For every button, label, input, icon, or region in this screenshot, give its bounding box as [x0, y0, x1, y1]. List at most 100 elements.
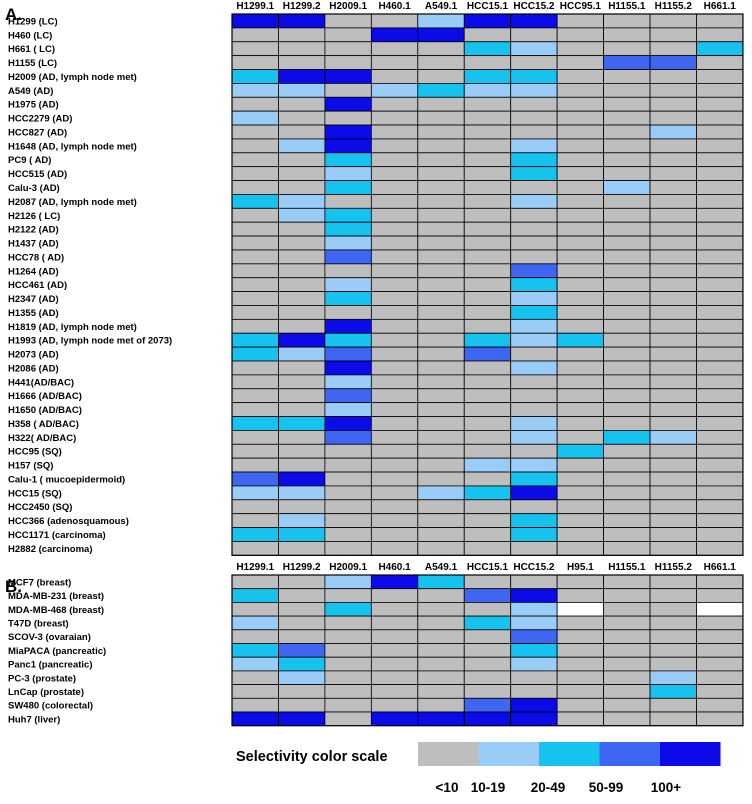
heatmap-cell: [463, 249, 512, 265]
heatmap-cell: [231, 235, 279, 251]
heatmap-cell: [278, 388, 326, 404]
heatmap-cell: [370, 221, 419, 237]
heatmap-cell: [510, 360, 558, 376]
heatmap-cell: [278, 13, 326, 29]
heatmap-cell: [649, 684, 697, 699]
heatmap-cell: [231, 499, 279, 515]
heatmap-cell: [231, 152, 279, 168]
column-header: H1299.2: [283, 1, 321, 12]
heatmap-cell: [324, 291, 372, 306]
heatmap-cell: [324, 697, 372, 713]
row-label: SW480 (colorectal): [8, 701, 93, 712]
heatmap-cell: [696, 711, 744, 727]
heatmap-cell: [417, 221, 465, 237]
heatmap-cell: [603, 388, 651, 404]
heatmap-cell: [510, 166, 558, 181]
heatmap-cell: [278, 235, 326, 251]
heatmap-cell: [510, 402, 558, 417]
heatmap-cell: [556, 166, 605, 181]
heatmap-cell: [510, 332, 558, 348]
heatmap-cell: [649, 643, 697, 658]
heatmap-cell: [696, 416, 744, 431]
legend-swatch: [418, 742, 479, 766]
panel-label: B.: [5, 577, 22, 596]
heatmap-cell: [417, 402, 465, 417]
heatmap-cell: [417, 443, 465, 459]
heatmap-cell: [556, 684, 605, 699]
heatmap-cell: [370, 138, 419, 154]
heatmap-cell: [278, 152, 326, 168]
column-header: H1155.2: [655, 1, 693, 12]
row-label: H1975 (AD): [8, 100, 59, 111]
heatmap-cell: [463, 485, 512, 501]
heatmap-cell: [510, 110, 558, 126]
heatmap-cell: [603, 13, 651, 29]
heatmap-cell: [370, 180, 419, 195]
heatmap-cell: [278, 346, 326, 362]
heatmap-cell: [463, 166, 512, 181]
row-label: H661 ( LC): [8, 44, 55, 55]
heatmap-cell: [463, 643, 512, 658]
heatmap-cell: [556, 194, 605, 209]
heatmap-cell: [417, 527, 465, 542]
heatmap-cell: [556, 485, 605, 501]
heatmap-cell: [231, 670, 279, 686]
heatmap-cell: [370, 207, 419, 223]
heatmap-cell: [556, 291, 605, 306]
heatmap-cell: [649, 697, 697, 713]
heatmap-cell: [463, 235, 512, 251]
heatmap-cell: [370, 457, 419, 473]
heatmap-cell: [510, 471, 558, 487]
heatmap-cell: [649, 318, 697, 334]
heatmap-cell: [603, 527, 651, 542]
heatmap-cell: [324, 263, 372, 279]
heatmap-cell: [231, 711, 279, 727]
row-label: H2087 (AD, lymph node met): [8, 197, 137, 208]
row-label: HCC78 ( AD): [8, 252, 64, 263]
row-label: H1264 (AD): [8, 266, 59, 277]
heatmap-cell: [231, 138, 279, 154]
heatmap-cell: [324, 443, 372, 459]
heatmap-cell: [417, 697, 465, 713]
heatmap-cell: [463, 374, 512, 390]
heatmap-cell: [231, 541, 279, 556]
row-label: H2882 (carcinoma): [8, 544, 92, 555]
heatmap-cell: [324, 541, 372, 556]
heatmap-cell: [278, 615, 326, 631]
heatmap-cell: [649, 541, 697, 556]
heatmap-cell: [463, 291, 512, 306]
heatmap-cell: [556, 656, 605, 672]
heatmap-cell: [324, 41, 372, 57]
heatmap-cell: [556, 249, 605, 265]
heatmap-cell: [370, 318, 419, 334]
heatmap-cell: [417, 235, 465, 251]
row-label: HCC95 (SQ): [8, 447, 62, 458]
legend-label: 20-49: [531, 780, 566, 795]
heatmap-cell: [510, 615, 558, 631]
heatmap-cell: [417, 457, 465, 473]
heatmap-cell: [510, 13, 558, 29]
heatmap-cell: [649, 374, 697, 390]
heatmap-cell: [603, 55, 651, 70]
heatmap-cell: [510, 656, 558, 672]
legend-label: 100+: [651, 780, 682, 795]
heatmap-cell: [556, 416, 605, 431]
heatmap-cell: [417, 471, 465, 487]
heatmap-cell: [231, 574, 279, 590]
heatmap-cell: [370, 249, 419, 265]
heatmap-cell: [324, 402, 372, 417]
heatmap-cell: [278, 305, 326, 320]
heatmap-cell: [649, 194, 697, 209]
heatmap-cell: [417, 388, 465, 404]
heatmap-cell: [231, 180, 279, 195]
heatmap-cell: [231, 263, 279, 279]
heatmap-cell: [696, 138, 744, 154]
heatmap-cell: [603, 138, 651, 154]
heatmap-cell: [463, 388, 512, 404]
heatmap-cell: [417, 643, 465, 658]
row-label: H460 (LC): [8, 30, 52, 41]
heatmap-cell: [324, 69, 372, 84]
heatmap-cell: [696, 684, 744, 699]
heatmap-cell: [556, 602, 605, 617]
heatmap-cell: [278, 471, 326, 487]
